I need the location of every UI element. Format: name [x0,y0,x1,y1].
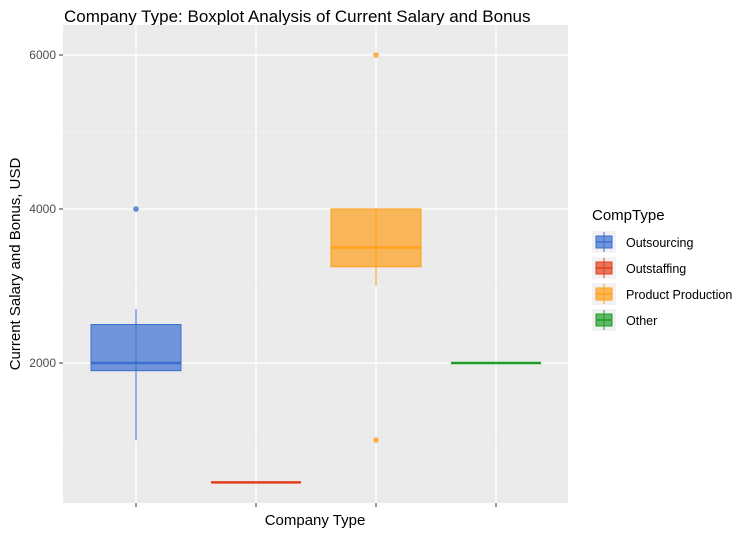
legend-title: CompType [592,207,665,224]
outlier-point [373,437,379,443]
legend-label: Product Production [626,288,732,302]
outlier-point [373,52,379,58]
plot-panel [63,25,568,503]
legend-item: Other [592,309,657,331]
chart-title: Company Type: Boxplot Analysis of Curren… [64,7,531,26]
legend-item: Product Production [592,283,732,305]
outlier-point [133,206,139,212]
legend-item: Outsourcing [592,231,693,253]
y-tick-label: 4000 [29,202,56,216]
legend-label: Other [626,314,657,328]
box [330,208,422,268]
legend-label: Outsourcing [626,236,693,250]
legend-label: Outstaffing [626,262,686,276]
y-axis-label: Current Salary and Bonus, USD [7,158,24,371]
legend-item: Outstaffing [592,257,686,279]
y-tick-label: 2000 [29,356,56,370]
y-tick-label: 6000 [29,48,56,62]
box-product-production [330,52,422,443]
x-axis-label: Company Type [265,512,366,529]
box-outsourcing [90,206,182,440]
